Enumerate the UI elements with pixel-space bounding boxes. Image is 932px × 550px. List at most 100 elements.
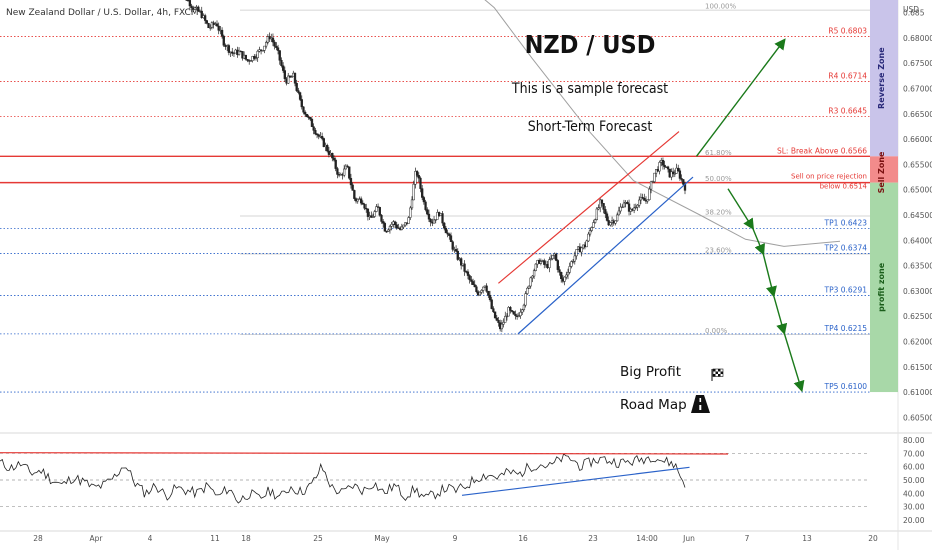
candle [651,180,654,183]
candle [190,3,193,13]
candle-body [493,311,497,319]
candle [471,278,475,285]
candle [566,268,570,280]
candle-body [331,152,334,159]
candle [222,34,225,47]
candle-body [227,45,231,53]
oscillator-tick-4: 60.00 [903,463,925,472]
candle [636,204,639,211]
candle [663,160,666,170]
fib-label-3: 38.20% [705,209,732,217]
price-tick-9: 0.65000 [903,186,932,195]
candle [661,157,665,170]
candle-body [517,315,520,317]
price-tick-15: 0.68000 [903,34,932,43]
candle-body [539,261,543,264]
candle [231,47,234,57]
candle-body [310,118,314,127]
candle [593,218,597,224]
candle [380,214,383,224]
candle-body [548,259,551,269]
candle [349,173,353,189]
channel-support-line [517,176,694,335]
forecast-arrow-up-0 [695,38,786,157]
candle [227,43,231,56]
candle [558,266,561,276]
candle [348,166,351,180]
candle-body [241,51,244,59]
candle [422,195,426,205]
candle-body [278,50,281,61]
candle-body [287,75,290,84]
candle [254,54,258,61]
candle [314,127,317,136]
candle [649,180,653,194]
candle [441,210,444,226]
candle [443,221,446,231]
candle [390,221,393,231]
candle-body [314,130,317,135]
candle [573,251,576,265]
candle-body [616,214,619,222]
candle-body [605,213,609,221]
candle [244,54,247,61]
candle-body [215,23,219,27]
candle-body [673,173,676,175]
candle [460,257,463,270]
candle [217,22,220,35]
candle-body [468,275,471,281]
candle [468,274,471,284]
level-label-4-a: Sell on price rejection [791,173,867,181]
candle-body [244,54,247,60]
candle-body [366,208,370,217]
fib-label-5: 0.00% [705,327,728,335]
candle-body [638,199,641,206]
candle-body [222,35,225,46]
price-tick-12: 0.66500 [903,110,932,119]
candle [524,291,527,308]
candle-body [297,90,300,93]
flag-square [718,369,721,372]
candle-body [661,159,665,166]
candle-body [573,255,576,262]
candle-body [343,168,346,176]
candle-body [492,308,495,313]
candle [519,308,522,319]
candle [185,0,188,1]
candle [512,310,515,315]
candle-body [466,271,470,276]
level-label-2: R3 0.6645 [828,106,867,115]
forecast-arrow-down-3 [762,252,777,298]
candle-body [261,50,264,52]
oscillator-support-line [461,466,690,496]
candle-body [209,27,212,29]
candle [281,62,285,73]
candle-body [193,7,197,10]
candle-body [554,253,558,261]
candle-body [441,213,444,224]
candle [514,310,517,320]
forecast-arrow-down-4 [772,294,788,336]
candle-body [482,286,485,291]
candle [412,180,415,201]
candle [366,208,370,221]
candle [554,252,558,262]
candle [288,75,292,78]
candle-body [326,145,329,152]
fib-label-0: 100.00% [705,3,736,11]
candle [304,110,307,117]
candle [504,311,507,323]
candle [293,72,297,87]
candle [617,206,621,216]
time-tick-10: 14:00 [636,534,658,543]
candle-body [332,157,336,161]
candle-body [443,222,446,229]
candle [432,216,436,224]
candle [315,132,319,139]
price-tick-11: 0.66000 [903,135,932,144]
candle-body [351,184,354,191]
candle [363,202,366,211]
candle-body [448,233,451,236]
candle-body [677,167,680,172]
